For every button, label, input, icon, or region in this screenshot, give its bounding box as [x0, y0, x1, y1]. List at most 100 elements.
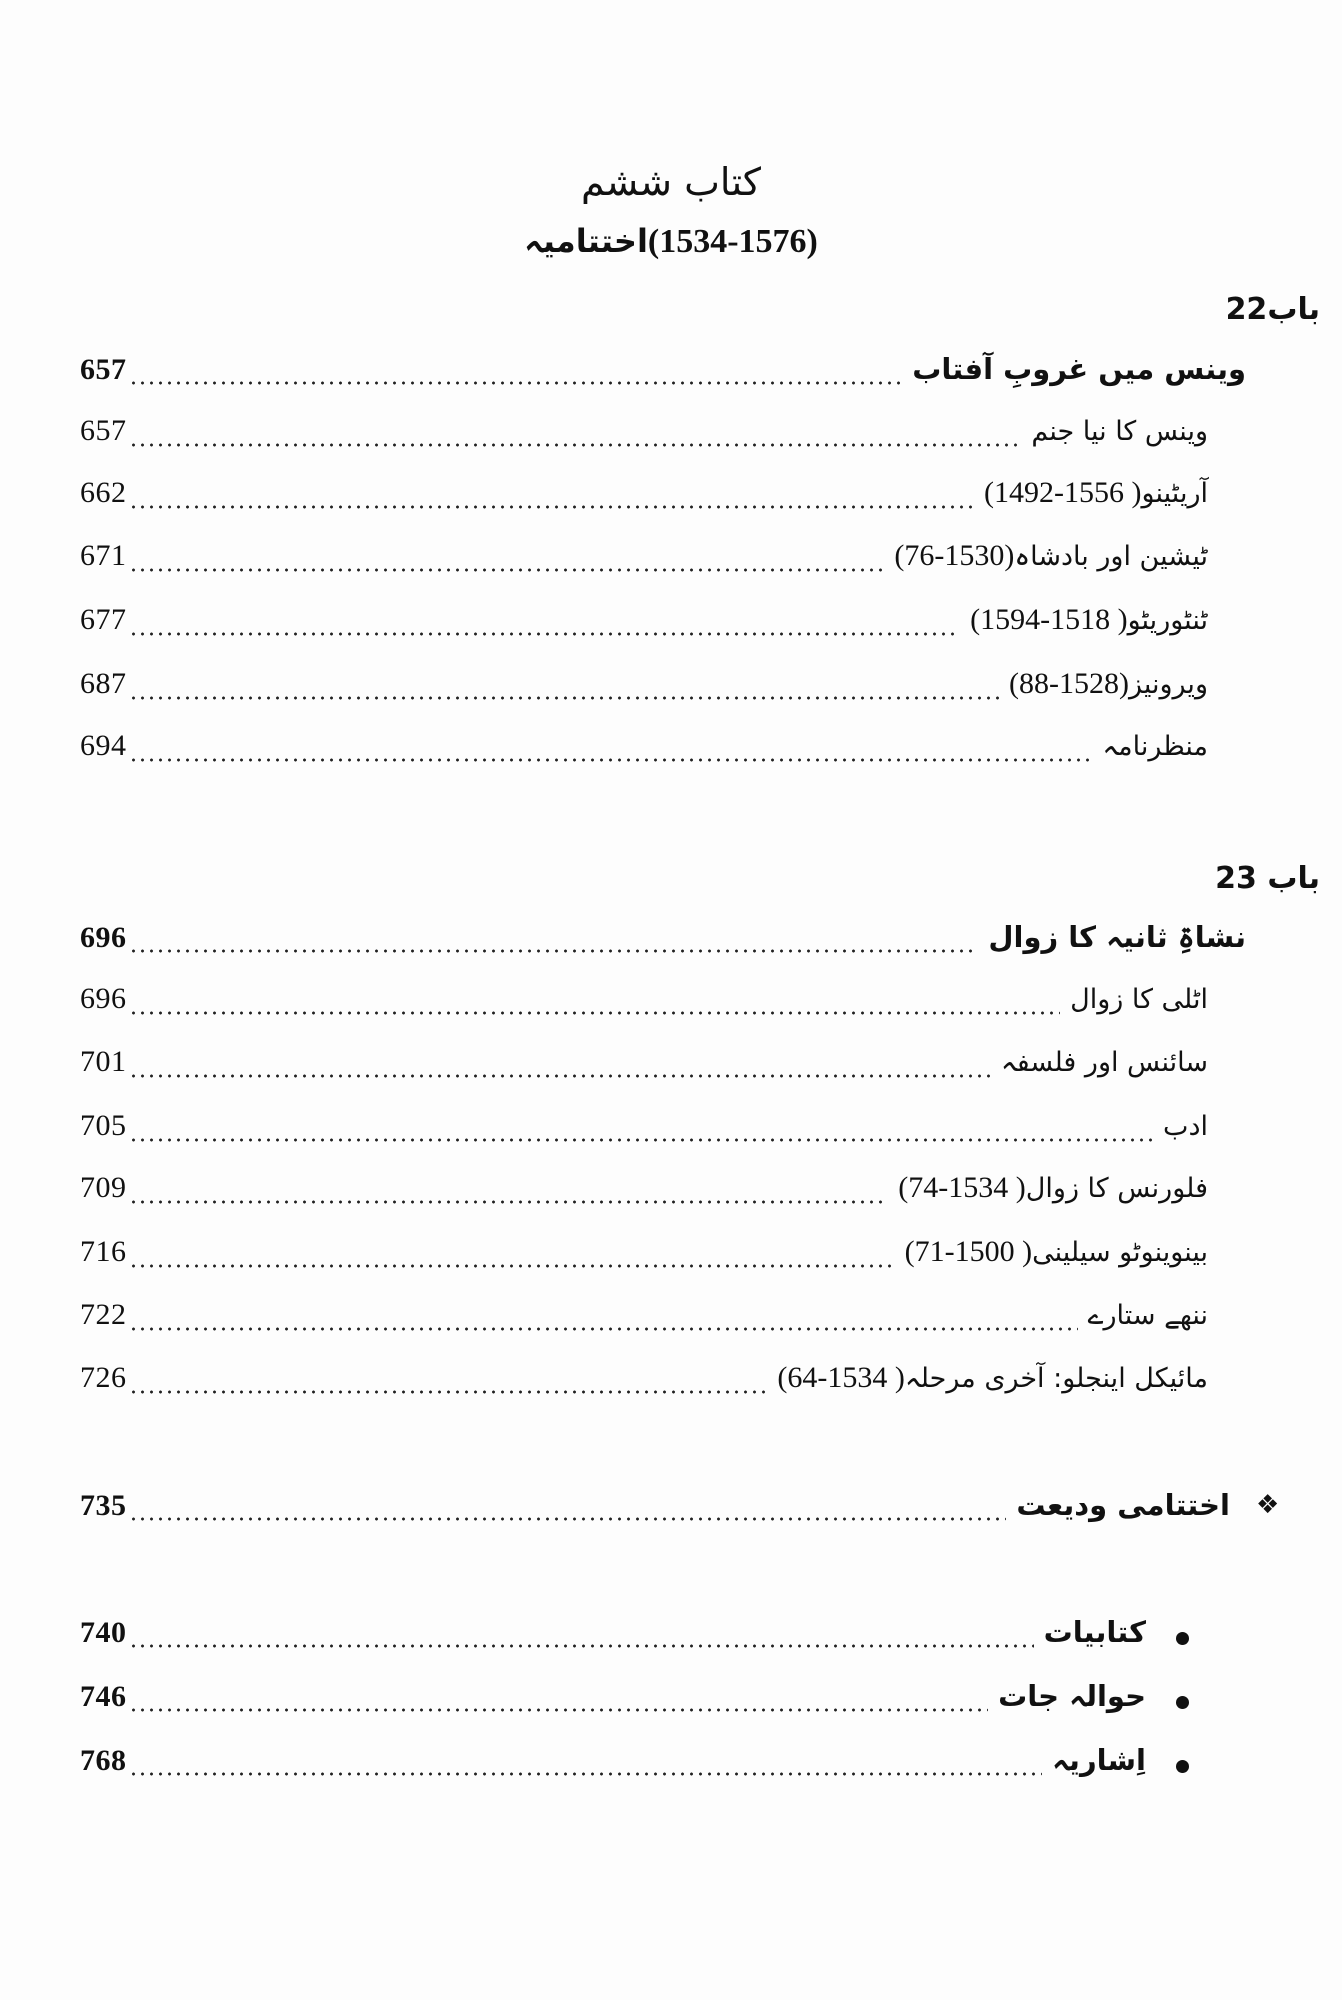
entry-years: ( 1534-64): [777, 1361, 905, 1394]
page-number: 746: [80, 1680, 127, 1713]
toc-entry[interactable]: منظرنامہ 694: [80, 729, 1208, 773]
toc-entry[interactable]: ویرونیز(1528-88) 687: [80, 667, 1208, 711]
dot-leader: [128, 1327, 1078, 1331]
page-number: 657: [80, 353, 127, 386]
dot-leader: [128, 696, 999, 700]
entry-title-text: بینوینوٹو سیلینی: [1032, 1237, 1208, 1268]
toc-entry[interactable]: ادب 705: [80, 1109, 1208, 1153]
entry-title: ٹنٹوریٹو( 1518-1594): [962, 603, 1208, 637]
toc-entry[interactable]: مائیکل اینجلو: آخری مرحلہ( 1534-64) 726: [80, 1361, 1208, 1405]
entry-title-text: آریٹینو: [1141, 478, 1208, 509]
dot-leader: [128, 1074, 991, 1078]
entry-title-text: ٹیشین اور بادشاہ: [1014, 541, 1208, 572]
dot-leader: [128, 1772, 1043, 1776]
book-subtitle: اختتامیہ(1534-1576): [0, 222, 1342, 261]
chapter-23-label: باب 23: [1215, 861, 1320, 896]
entry-title-text: مائیکل اینجلو: آخری مرحلہ: [904, 1363, 1208, 1394]
entry-title: ادب: [1163, 1111, 1208, 1142]
dot-leader: [128, 1644, 1034, 1648]
dot-leader: [128, 1138, 1154, 1142]
page-number: 671: [80, 539, 127, 572]
dot-leader: [128, 949, 979, 953]
entry-title: سائنس اور فلسفہ: [1000, 1047, 1208, 1078]
dot-leader: [128, 1264, 895, 1268]
page-number: 696: [80, 921, 127, 954]
entry-title: منظرنامہ: [1102, 731, 1208, 762]
entry-title: کتابیات: [1043, 1615, 1146, 1649]
page-number: 701: [80, 1045, 127, 1078]
entry-title: وینس میں غروبِ آفتاب: [912, 352, 1246, 386]
entry-years: ( 1534-74): [898, 1171, 1026, 1204]
entry-years: ( 1518-1594): [970, 603, 1128, 636]
toc-entry[interactable]: آریٹینو( 1556-1492) 662: [80, 476, 1208, 520]
page-number: 662: [80, 476, 127, 509]
toc-entry-appendix[interactable]: حوالہ جات 746: [80, 1679, 1146, 1723]
book-title: کتاب ششم: [580, 160, 762, 204]
entry-title: اِشاریہ: [1052, 1743, 1146, 1777]
entry-years: (1530-76): [894, 539, 1015, 572]
page-number: 740: [80, 1616, 127, 1649]
toc-entry-appendix[interactable]: کتابیات 740: [80, 1615, 1146, 1659]
toc-entry[interactable]: نشاۃِ ثانیہ کا زوال 696: [80, 920, 1246, 964]
four-diamond-ornament-icon: ❖: [1256, 1490, 1280, 1520]
entry-title: وینس کا نیا جنم: [1031, 416, 1208, 447]
dot-leader: [128, 758, 1093, 762]
page-number: 687: [80, 667, 127, 700]
subtitle-text: اختتامیہ: [524, 222, 648, 260]
toc-entry[interactable]: وینس کا نیا جنم 657: [80, 414, 1208, 458]
toc-entry[interactable]: ٹیشین اور بادشاہ(1530-76) 671: [80, 539, 1208, 583]
entry-title: آریٹینو( 1556-1492): [976, 476, 1208, 510]
entry-title: ننھے ستارے: [1087, 1300, 1208, 1331]
page-number: 709: [80, 1171, 127, 1204]
page-number: 722: [80, 1298, 127, 1331]
entry-title: اختتامی ودیعت: [1016, 1488, 1230, 1522]
entry-title: فلورنس کا زوال( 1534-74): [890, 1171, 1208, 1205]
toc-entry-appendix[interactable]: اِشاریہ 768: [80, 1743, 1146, 1787]
page-number: 705: [80, 1109, 127, 1142]
entry-years: (1528-88): [1008, 667, 1129, 700]
chapter-22-label: باب22: [1225, 292, 1320, 327]
subtitle-years: (1534-1576): [647, 223, 818, 260]
entry-title: ٹیشین اور بادشاہ(1530-76): [886, 539, 1208, 573]
entry-title: اٹلی کا زوال: [1070, 984, 1208, 1015]
bullet-icon: [1176, 1760, 1189, 1773]
dot-leader: [128, 443, 1022, 447]
dot-leader: [128, 505, 975, 509]
dot-leader: [128, 1011, 1061, 1015]
entry-title: نشاۃِ ثانیہ کا زوال: [988, 920, 1246, 954]
toc-entry[interactable]: اٹلی کا زوال 696: [80, 982, 1208, 1026]
dot-leader: [128, 381, 903, 385]
entry-title-text: ٹنٹوریٹو: [1127, 605, 1208, 636]
page-number: 657: [80, 414, 127, 447]
page-number: 694: [80, 729, 127, 762]
entry-title: مائیکل اینجلو: آخری مرحلہ( 1534-64): [769, 1361, 1208, 1395]
entry-title: ویرونیز(1528-88): [1001, 667, 1208, 701]
entry-title-text: فلورنس کا زوال: [1025, 1173, 1208, 1204]
entry-title: بینوینوٹو سیلینی( 1500-71): [897, 1235, 1208, 1269]
dot-leader: [128, 1200, 889, 1204]
entry-title: حوالہ جات: [998, 1679, 1146, 1713]
toc-entry-closing[interactable]: اختتامی ودیعت 735: [80, 1488, 1230, 1532]
toc-entry[interactable]: وینس میں غروبِ آفتاب 657: [80, 352, 1246, 396]
bullet-icon: [1176, 1632, 1189, 1645]
entry-years: ( 1500-71): [904, 1235, 1033, 1268]
page-number: 735: [80, 1489, 127, 1522]
entry-years: ( 1556-1492): [984, 476, 1142, 509]
toc-entry[interactable]: ننھے ستارے 722: [80, 1298, 1208, 1342]
dot-leader: [128, 1390, 768, 1394]
dot-leader: [128, 568, 885, 572]
toc-entry[interactable]: سائنس اور فلسفہ 701: [80, 1045, 1208, 1089]
page-number: 768: [80, 1744, 127, 1777]
dot-leader: [128, 1708, 989, 1712]
entry-title-text: ویرونیز: [1128, 669, 1208, 700]
page-number: 726: [80, 1361, 127, 1394]
toc-entry[interactable]: فلورنس کا زوال( 1534-74) 709: [80, 1171, 1208, 1215]
page-number: 716: [80, 1235, 127, 1268]
dot-leader: [128, 1517, 1007, 1521]
dot-leader: [128, 632, 961, 636]
page-number: 696: [80, 982, 127, 1015]
toc-entry[interactable]: ٹنٹوریٹو( 1518-1594) 677: [80, 603, 1208, 647]
toc-entry[interactable]: بینوینوٹو سیلینی( 1500-71) 716: [80, 1235, 1208, 1279]
page-number: 677: [80, 603, 127, 636]
bullet-icon: [1176, 1696, 1189, 1709]
